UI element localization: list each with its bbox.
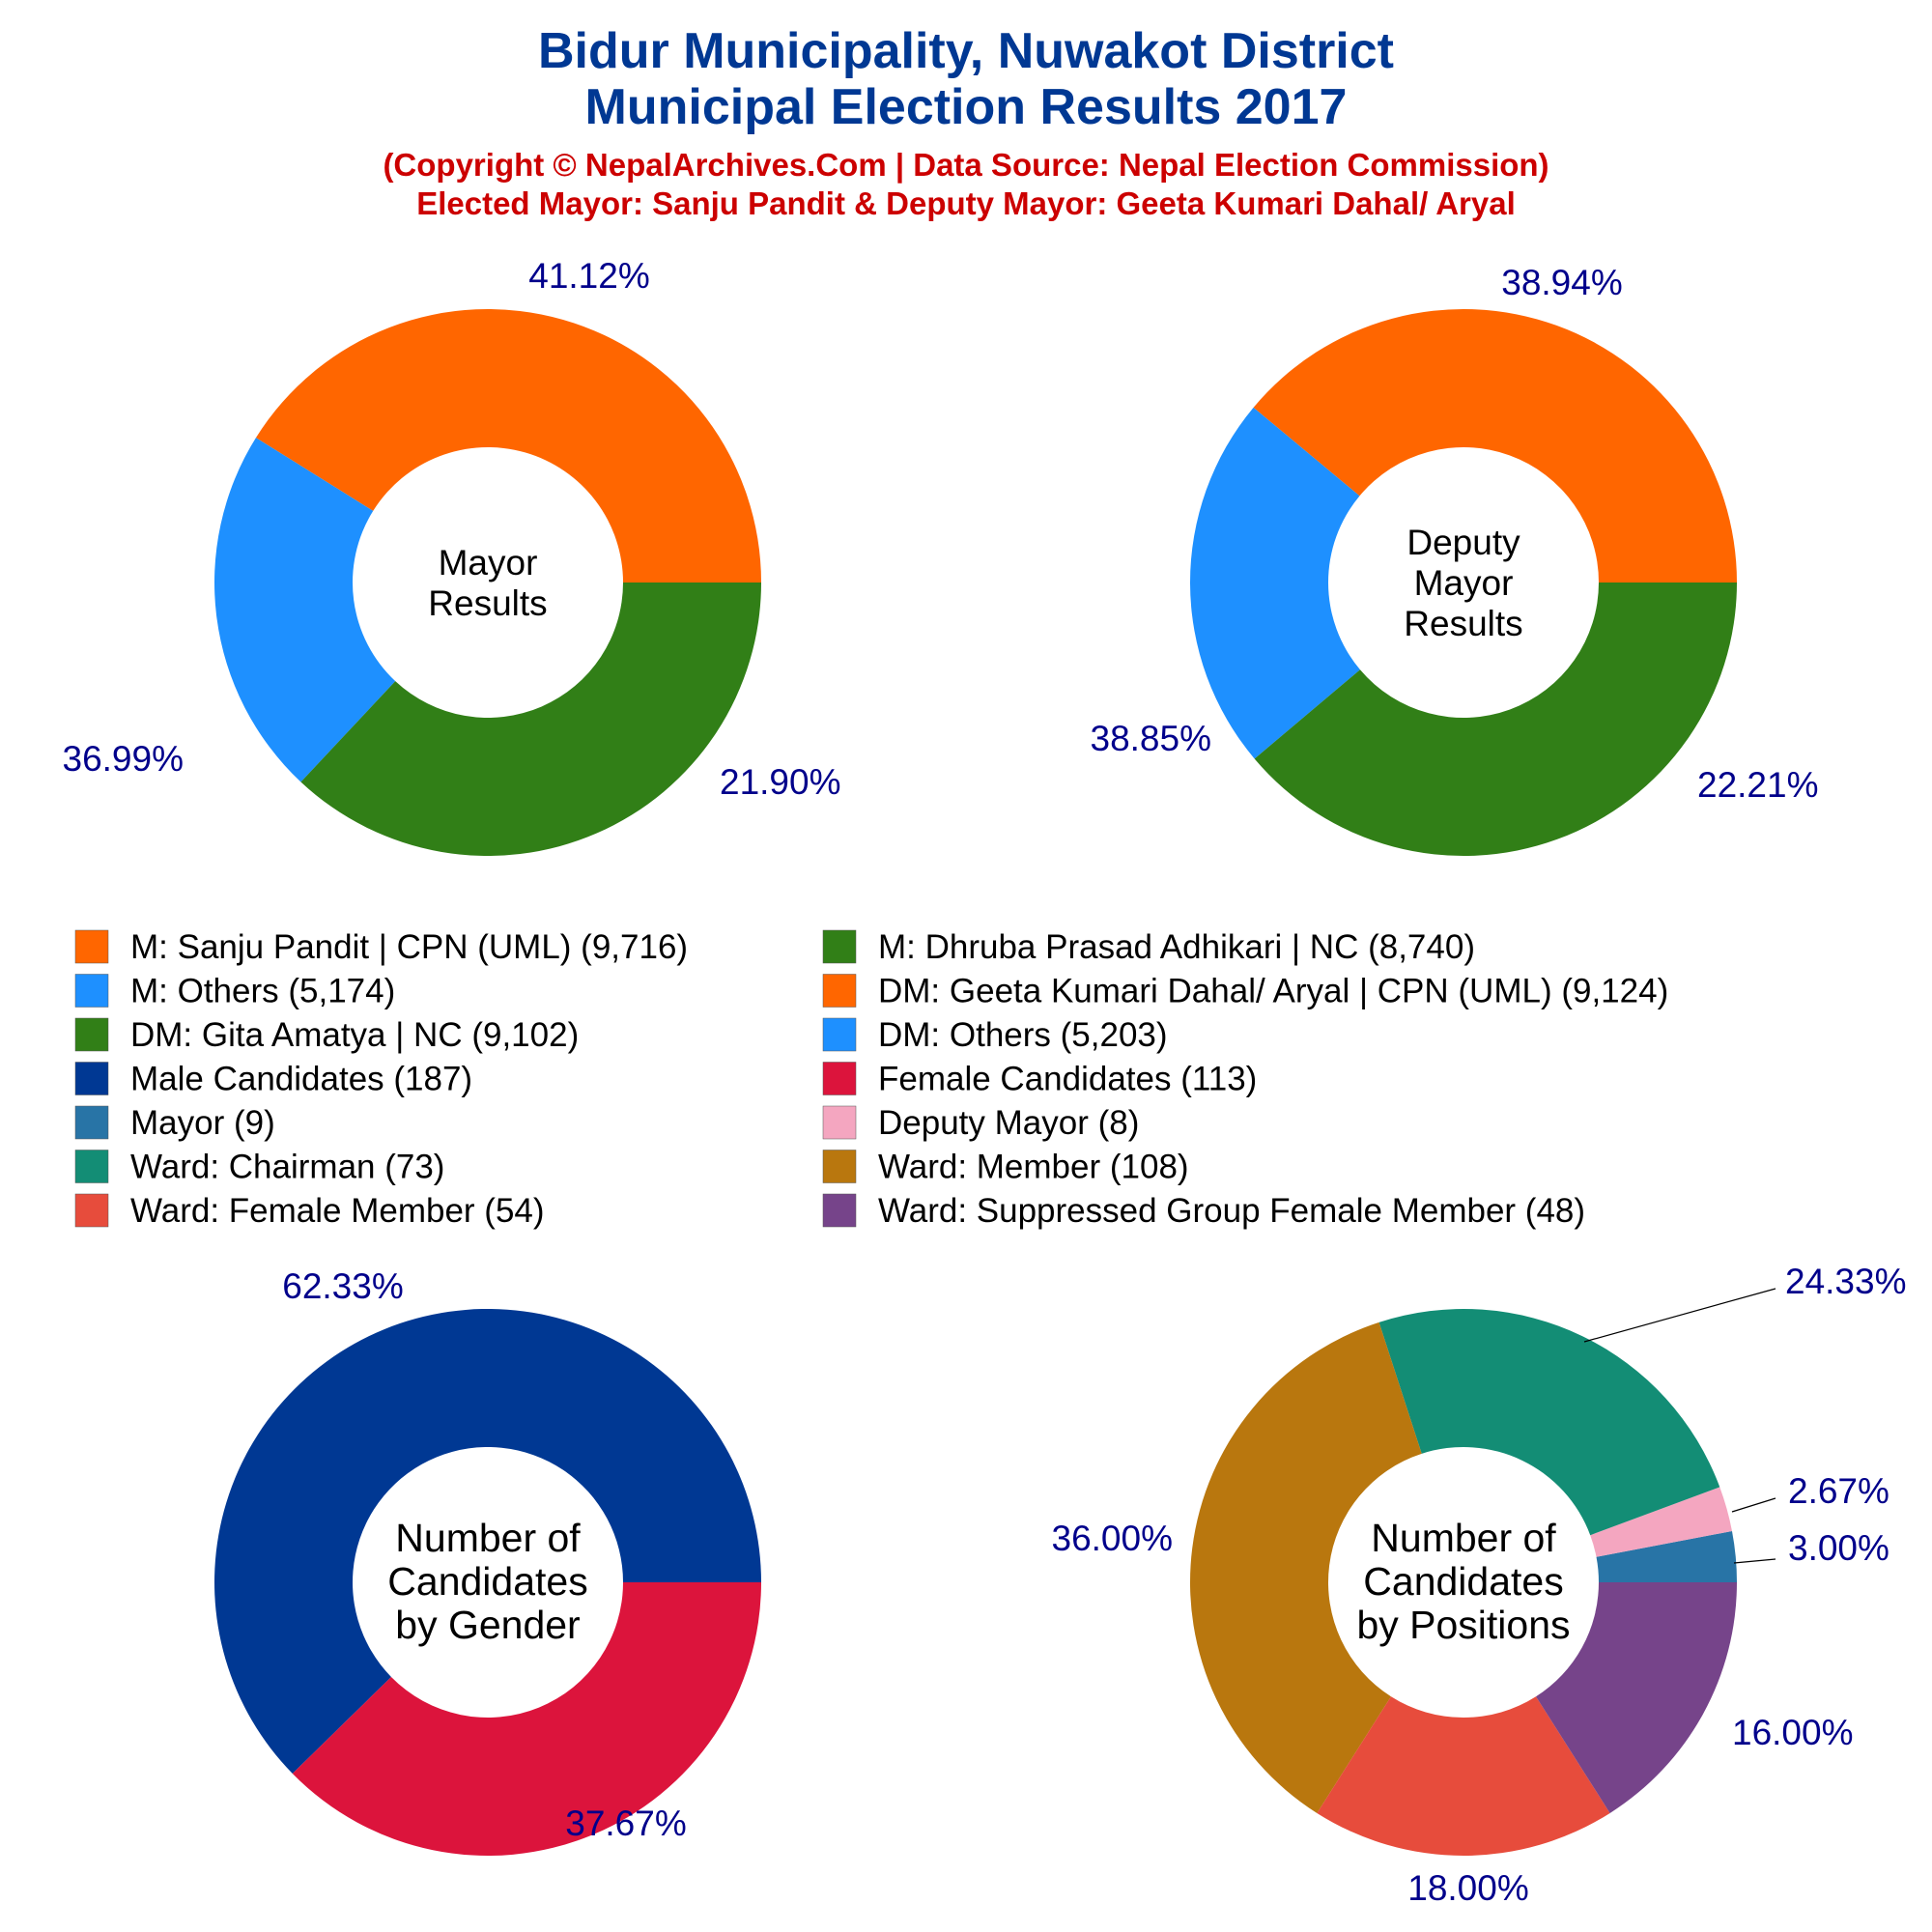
donut-slice — [1378, 1308, 1720, 1536]
donut-center-label: Deputy — [1406, 523, 1520, 562]
donut-center-label: Mayor — [1414, 563, 1514, 603]
legend-swatch — [822, 1150, 857, 1183]
donut-slice — [1253, 309, 1737, 582]
percent-label: 37.67% — [565, 1804, 687, 1843]
chart-title-line1: Bidur Municipality, Nuwakot District — [538, 23, 1394, 79]
legend-swatch — [822, 1062, 857, 1095]
legend-entry: Deputy Mayor (8) — [878, 1104, 1139, 1142]
percent-label: 21.90% — [720, 762, 841, 802]
percent-label: 36.00% — [1052, 1519, 1174, 1558]
chart-title-line2: Municipal Election Results 2017 — [585, 79, 1348, 135]
legend-entry: M: Sanju Pandit | CPN (UML) (9,716) — [130, 928, 688, 966]
donut-slice — [213, 438, 396, 782]
legend-entry: Ward: Chairman (73) — [130, 1149, 444, 1186]
legend-entry: Mayor (9) — [130, 1104, 275, 1142]
legend-entry: Male Candidates (187) — [130, 1061, 472, 1098]
legend-entry: Ward: Female Member (54) — [130, 1192, 545, 1230]
legend-swatch — [74, 1017, 109, 1052]
legend-swatch — [822, 929, 857, 964]
percent-label: 16.00% — [1732, 1713, 1854, 1752]
donut-center-label: Number of — [395, 1516, 581, 1560]
donut-center-label: Results — [1404, 604, 1522, 643]
legend-entry: DM: Gita Amatya | NC (9,102) — [130, 1016, 579, 1054]
legend-entry: M: Dhruba Prasad Adhikari | NC (8,740) — [878, 928, 1475, 966]
chart-subtitle-line2: Elected Mayor: Sanju Pandit & Deputy May… — [416, 185, 1516, 221]
legend-swatch — [74, 929, 109, 964]
donut-center-label: by Positions — [1356, 1603, 1570, 1647]
percent-label: 24.33% — [1785, 1262, 1907, 1301]
donut-center-label: by Gender — [395, 1603, 580, 1647]
leader-line — [1733, 1558, 1776, 1564]
percent-label: 41.12% — [528, 256, 650, 296]
donut-slice — [1590, 1487, 1732, 1557]
percent-label: 3.00% — [1788, 1528, 1889, 1568]
legend-swatch — [74, 1105, 109, 1140]
legend-swatch — [74, 974, 109, 1008]
donut-slice — [213, 1309, 761, 1775]
legend-swatch — [74, 1062, 109, 1095]
legend-swatch — [822, 1193, 857, 1228]
percent-label: 62.33% — [282, 1266, 404, 1306]
legend: M: Sanju Pandit | CPN (UML) (9,716) M: Dh… — [74, 928, 1668, 1230]
donut-center-label: Candidates — [387, 1559, 587, 1604]
percent-label: 38.85% — [1091, 719, 1212, 758]
donut-slice — [300, 582, 761, 856]
donut-center-label: Results — [428, 583, 547, 623]
donut-slice — [1254, 582, 1737, 856]
chart-subtitle-line1: (Copyright © NepalArchives.Com | Data So… — [383, 147, 1548, 183]
leader-line — [1583, 1288, 1776, 1343]
donut-slice — [1190, 1321, 1422, 1813]
percent-label: 36.99% — [63, 739, 185, 779]
legend-entry: Ward: Member (108) — [878, 1149, 1189, 1186]
donut-center-label: Number of — [1371, 1516, 1556, 1560]
legend-swatch — [822, 1105, 857, 1140]
donut-center-label: Candidates — [1363, 1559, 1563, 1604]
percent-label: 22.21% — [1697, 765, 1819, 805]
percent-label: 2.67% — [1788, 1471, 1889, 1511]
legend-entry: Female Candidates (113) — [878, 1061, 1257, 1098]
candidates-by-positions-donut: 3.00% 2.67% 24.33% 36.00% 18.00% 16.00% Number… — [1052, 1262, 1907, 1908]
donut-slice — [292, 1582, 761, 1856]
legend-entry: DM: Geeta Kumari Dahal/ Aryal | CPN (UML… — [878, 973, 1668, 1010]
legend-entry: M: Others (5,174) — [130, 973, 395, 1010]
legend-entry: Ward: Suppressed Group Female Member (48… — [878, 1192, 1585, 1230]
legend-swatch — [74, 1193, 109, 1228]
donut-slice — [1536, 1582, 1737, 1813]
percent-label: 38.94% — [1501, 263, 1623, 302]
donut-slice — [255, 309, 761, 582]
donut-slice — [1189, 407, 1360, 759]
legend-entry: DM: Others (5,203) — [878, 1016, 1168, 1054]
donut-center-label: Mayor — [439, 543, 538, 582]
donut-slice — [1317, 1696, 1610, 1856]
donut-slice — [1596, 1530, 1737, 1582]
legend-swatch — [74, 1150, 109, 1183]
legend-swatch — [822, 974, 857, 1008]
legend-swatch — [822, 1017, 857, 1052]
leader-line — [1731, 1497, 1776, 1513]
percent-label: 18.00% — [1407, 1868, 1529, 1908]
